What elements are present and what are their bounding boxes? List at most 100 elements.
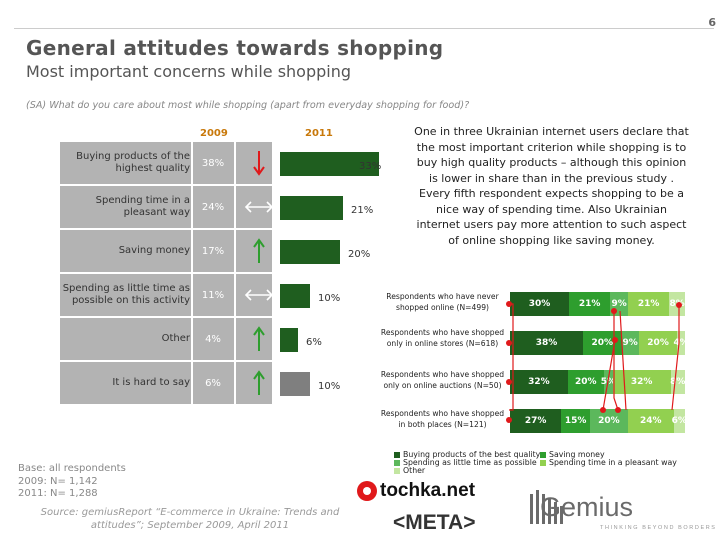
base-line: 2009: N= 1,142 (18, 475, 98, 487)
gemius-logo-icon (530, 490, 563, 524)
value-2011-label: 33% (359, 161, 382, 172)
bar-2011 (280, 240, 340, 264)
value-2009-label: 11% (201, 289, 225, 301)
category-label: Spending time in a pleasant way (95, 194, 190, 219)
connector-dot (611, 308, 617, 314)
category-row (60, 318, 272, 360)
segment-row-label: Respondents who have shopped only on onl… (380, 370, 505, 390)
bar-2011 (280, 372, 310, 396)
gemius-logo: Gemius (540, 492, 634, 522)
segment-value-label: 20% (598, 416, 620, 426)
category-label: Buying products of the highest quality (76, 150, 190, 175)
stacked-segment: 21% (568, 292, 611, 316)
value-2009-label: 6% (205, 377, 221, 389)
segment-value-label: 8% (670, 377, 686, 387)
connector-line (619, 310, 627, 411)
category-row (60, 362, 272, 404)
category-label: Other (161, 332, 190, 344)
legend-swatch (394, 460, 400, 466)
value-2011-label: 10% (318, 293, 341, 304)
base-line: 2011: N= 1,288 (18, 488, 98, 499)
stacked-segment: 4% (674, 331, 689, 355)
stacked-segment: 20% (583, 331, 622, 355)
segment-row-label: Respondents who have never shopped onlin… (386, 292, 499, 312)
segment-row-label: Respondents who have shopped in both pla… (380, 409, 505, 429)
legend-label: Spending time in a pleasant way (549, 458, 677, 467)
meta-logo: <META> (393, 511, 476, 534)
connector-line (509, 303, 514, 411)
page-number: 6 (708, 16, 716, 29)
legend-item: Spending time in a pleasant way (540, 458, 677, 467)
value-2011-label: 21% (351, 205, 374, 216)
segment-value-label: 21% (578, 299, 601, 309)
segment-value-label: 20% (647, 338, 669, 348)
up-arrow-icon (253, 326, 265, 351)
stacked-segment: 32% (612, 370, 671, 394)
legend-label: Spending as little time as possible (403, 458, 537, 467)
legend-swatch (394, 468, 400, 474)
legend-label: Buying products of the best quality (403, 450, 541, 459)
down-arrow-icon (253, 151, 265, 176)
category-row (60, 142, 272, 184)
category-row (60, 230, 272, 272)
segment-value-label: 38% (535, 338, 558, 348)
stacked-segment: 6% (671, 409, 687, 433)
legend-item: Other (394, 466, 425, 475)
tochka-logo: tochka.net (380, 480, 476, 501)
value-2011-label: 10% (318, 381, 341, 392)
up-arrow-icon (253, 370, 265, 395)
bar-2011 (280, 284, 310, 308)
segment-value-label: 32% (630, 377, 653, 387)
callout-text: One in three Ukrainian internet users de… (414, 125, 689, 247)
value-2009-label: 38% (201, 157, 225, 169)
category-label: Spending as little time as possible on t… (62, 282, 190, 307)
both-arrow-icon (244, 289, 274, 301)
connector-dot (676, 302, 682, 308)
value-2011-label: 20% (348, 249, 371, 260)
stacked-segment: 32% (510, 370, 568, 394)
connector-dot (506, 340, 512, 346)
stacked-segment: 15% (561, 409, 590, 433)
stacked-segment: 20% (567, 370, 604, 394)
legend-swatch (540, 452, 546, 458)
value-2011-label: 6% (306, 337, 322, 348)
connector-line (671, 305, 680, 411)
stacked-segment: 20% (589, 409, 628, 433)
connector-dot (600, 407, 606, 413)
segment-value-label: 20% (574, 377, 597, 387)
year-header-2011: 2011 (305, 128, 333, 139)
bar-2011 (280, 328, 298, 352)
stacked-segment: 27% (510, 409, 562, 433)
connector-dot (506, 417, 512, 423)
bar-2011 (280, 196, 343, 220)
stacked-segment: 30% (510, 292, 569, 316)
connector-line (602, 339, 616, 411)
connector-dot (506, 379, 512, 385)
page-subtitle: Most important concerns while shopping (26, 62, 352, 81)
stacked-segment: 9% (621, 331, 639, 355)
stacked-segment: 24% (627, 409, 674, 433)
legend-label: Other (403, 466, 426, 475)
gemius-tagline: THINKING BEYOND BORDERS (600, 525, 717, 531)
category-label: Saving money (118, 244, 190, 256)
segment-value-label: 6% (671, 416, 687, 426)
legend-item: Buying products of the best quality (394, 450, 540, 459)
base-note: Base: all respondents 2009: N= 1,142 201… (18, 463, 126, 501)
segment-value-label: 9% (611, 299, 627, 309)
segment-value-label: 21% (637, 299, 660, 309)
connector-dot (506, 301, 512, 307)
stacked-segment: 21% (627, 292, 670, 316)
page-title: General attitudes towards shopping (26, 36, 444, 60)
value-2009-label: 4% (205, 333, 221, 345)
value-2009-label: 24% (201, 201, 225, 213)
up-arrow-icon (253, 238, 265, 263)
value-2009-label: 17% (201, 245, 225, 257)
connector-dot (612, 337, 618, 343)
segment-value-label: 24% (639, 416, 662, 426)
bar-2011 (280, 152, 379, 176)
legend-swatch (540, 460, 546, 466)
stacked-segment: 38% (510, 331, 584, 355)
legend-item: Spending as little time as possible (394, 458, 537, 467)
segment-value-label: 9% (622, 338, 638, 348)
